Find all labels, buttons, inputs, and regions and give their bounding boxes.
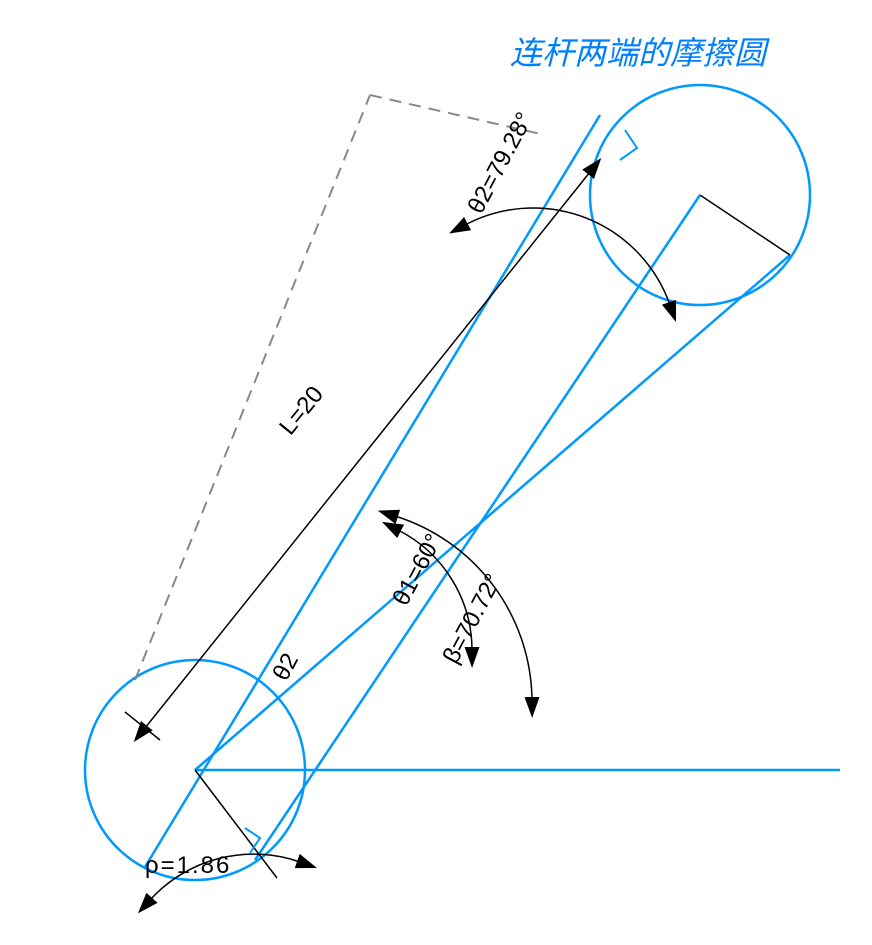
- right-angle-mark-upper: [620, 130, 637, 160]
- blue-link-line-2: [255, 195, 700, 860]
- upper-radius-line: [700, 195, 790, 255]
- diagram-title: 连杆两端的摩擦圆: [510, 28, 766, 74]
- blue-cross-line: [195, 255, 790, 770]
- right-angle-mark-lower: [245, 828, 260, 853]
- diagram-svg: [0, 0, 872, 945]
- arc-base-extension: [335, 650, 535, 700]
- rho-label: ρ=1.86: [145, 852, 231, 880]
- dashed-line-1: [135, 95, 370, 680]
